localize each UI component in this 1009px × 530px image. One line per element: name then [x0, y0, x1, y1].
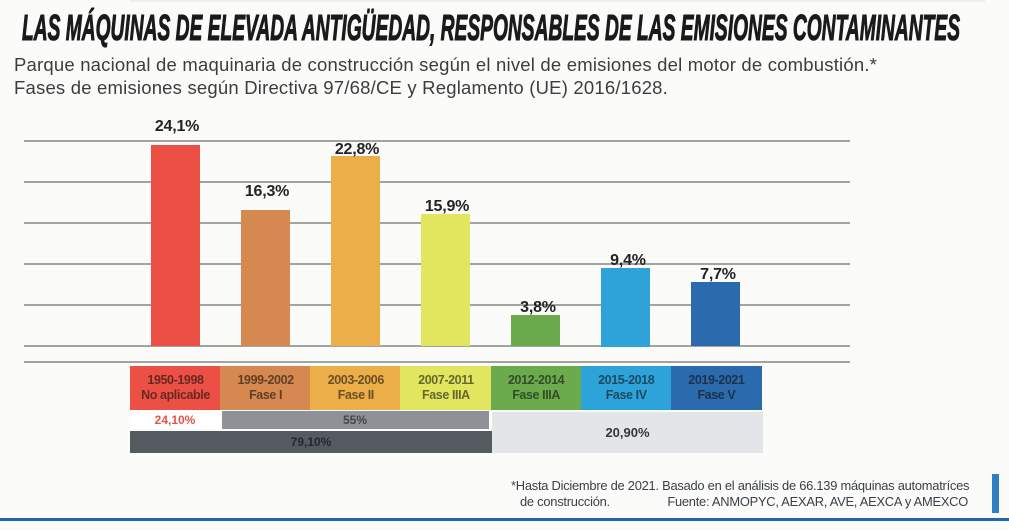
svg-text:LAS MÁQUINAS DE ELEVADA ANTIGÜ: LAS MÁQUINAS DE ELEVADA ANTIGÜEDAD, RESP… — [22, 7, 960, 48]
